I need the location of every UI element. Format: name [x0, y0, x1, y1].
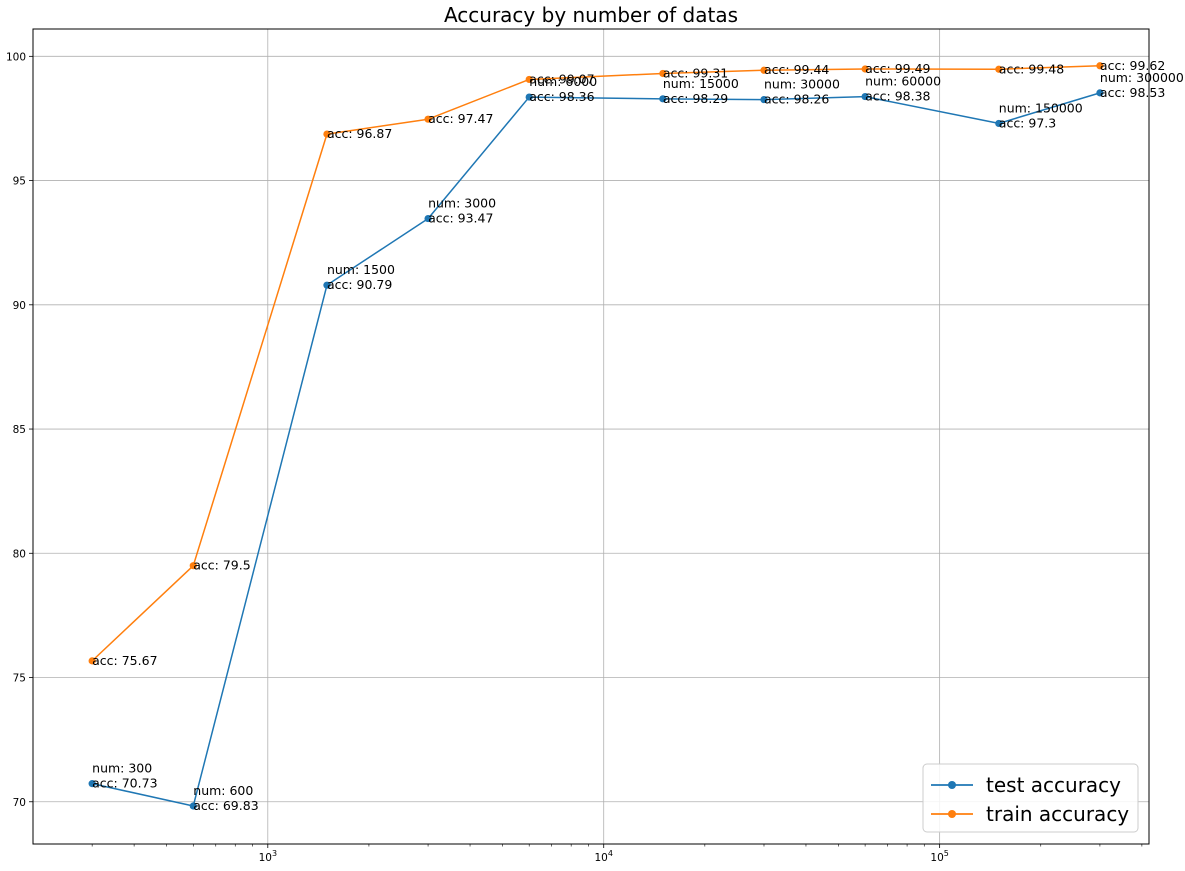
data-label-series-1-5: acc: 99.31 [663, 65, 728, 80]
series-line-1 [91, 65, 1100, 662]
series-0-point-7 [861, 92, 869, 101]
data-label-series-0-0: acc: 70.73 [92, 776, 157, 791]
series-0-point-8 [995, 119, 1003, 128]
data-label-series-0-6: acc: 98.26 [764, 92, 829, 107]
data-label-series-1-6: acc: 99.44 [764, 62, 829, 77]
data-label-series-1-4: acc: 99.07 [529, 71, 594, 86]
data-label-series-0-2: num: 1500 [327, 262, 395, 277]
series-0-point-0 [88, 780, 96, 788]
data-label-series-0-2: acc: 90.79 [327, 277, 392, 292]
series-1-point-6 [760, 66, 768, 74]
series-0-point-9 [1096, 89, 1104, 97]
series-0-point-3 [424, 214, 432, 223]
data-label-series-0-7: acc: 98.38 [865, 89, 930, 104]
series-0-point-4 [525, 93, 533, 101]
legend[interactable]: test accuracy train accuracy [922, 763, 1139, 833]
data-label-series-1-7: acc: 99.49 [865, 61, 930, 76]
data-label-series-0-8: num: 150000 [999, 100, 1083, 115]
data-label-series-0-7: num: 60000 [865, 74, 941, 89]
series-line-0 [91, 92, 1101, 807]
series-1-point-3 [424, 115, 432, 123]
data-label-series-1-3: acc: 97.47 [428, 111, 493, 126]
y-tick-label-85: 85 [13, 424, 26, 436]
data-label-series-1-8: acc: 99.48 [999, 61, 1064, 76]
series-1-point-4 [525, 75, 533, 84]
legend-label-1: train accuracy [986, 802, 1129, 826]
data-label-series-0-8: acc: 97.3 [999, 115, 1056, 130]
data-label-series-0-4: num: 6000 [529, 74, 597, 89]
series-0-point-1 [189, 802, 197, 810]
legend-box [922, 763, 1139, 833]
plot-frame [32, 28, 1150, 845]
data-label-series-1-9: acc: 99.62 [1100, 58, 1165, 73]
data-label-series-0-3: num: 3000 [428, 196, 496, 211]
data-label-series-0-0: num: 300 [92, 761, 152, 776]
data-label-series-0-6: num: 30000 [764, 77, 840, 92]
data-label-series-1-2: acc: 96.87 [327, 126, 392, 141]
y-tick-label-90: 90 [13, 300, 26, 312]
data-label-series-0-5: acc: 98.29 [663, 91, 728, 106]
data-label-series-0-1: num: 600 [193, 783, 253, 798]
data-label-series-0-1: acc: 69.83 [193, 798, 258, 813]
data-label-series-0-9: acc: 98.53 [1100, 85, 1165, 100]
series-0-point-6 [760, 95, 768, 104]
legend-marker-1 [948, 810, 956, 818]
y-tick-label-80: 80 [13, 548, 26, 560]
series-1-point-0 [88, 657, 96, 665]
y-tick-label-100: 100 [6, 51, 26, 63]
series-1-point-2 [323, 130, 331, 138]
data-label-series-1-1: acc: 79.5 [193, 558, 250, 573]
series-layer [88, 62, 1104, 810]
series-1-point-5 [659, 69, 667, 78]
grid-layer [33, 29, 1149, 844]
series-1-point-9 [1096, 62, 1104, 70]
series-1-point-1 [189, 562, 197, 570]
y-tick-label-95: 95 [13, 176, 26, 188]
data-label-series-0-9: num: 300000 [1100, 70, 1184, 85]
chart-title: Accuracy by number of datas [444, 3, 738, 27]
data-label-series-1-0: acc: 75.67 [92, 653, 157, 668]
data-label-series-0-3: acc: 93.47 [428, 211, 493, 226]
y-tick-label-70: 70 [13, 797, 26, 809]
legend-marker-0 [948, 781, 956, 789]
x-tick-label-100000: 105 [930, 849, 948, 864]
series-1-point-8 [995, 65, 1003, 73]
y-tick-label-75: 75 [13, 673, 26, 685]
data-label-series-0-4: acc: 98.36 [529, 89, 594, 104]
x-tick-label-10000: 104 [594, 849, 612, 864]
legend-label-0: test accuracy [986, 773, 1121, 797]
x-tick-label-1000: 103 [259, 849, 277, 864]
data-label-series-0-5: num: 15000 [663, 76, 739, 91]
axis-layer: 70 75 80 85 90 95 100 103 104 105 [6, 51, 1143, 864]
series-1-point-7 [861, 65, 869, 73]
series-0-point-5 [659, 95, 667, 103]
series-0-point-2 [323, 281, 331, 289]
